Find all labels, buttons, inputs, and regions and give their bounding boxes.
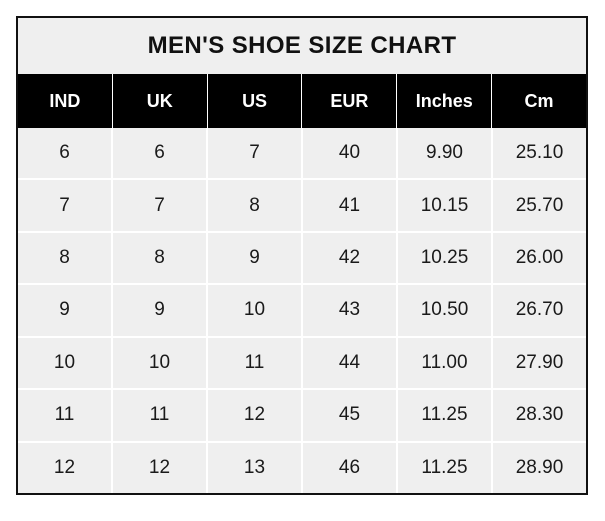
table-row: 6 6 7 40 9.90 25.10 <box>18 128 586 179</box>
cell-eur: 40 <box>303 128 398 179</box>
cell-inches: 10.15 <box>398 180 493 231</box>
cell-cm: 28.30 <box>493 390 586 441</box>
cell-ind: 6 <box>18 128 113 179</box>
cell-eur: 42 <box>303 232 398 284</box>
cell-uk: 8 <box>113 232 208 284</box>
cell-us: 9 <box>208 232 303 284</box>
cell-eur: 43 <box>303 285 398 336</box>
table-row: 11 11 12 45 11.25 28.30 <box>18 388 586 441</box>
cell-uk: 9 <box>113 285 208 336</box>
cell-inches: 11.00 <box>398 337 493 389</box>
cell-inches: 10.25 <box>398 232 493 284</box>
cell-cm: 26.00 <box>493 232 586 284</box>
cell-cm: 28.90 <box>493 442 586 493</box>
cell-uk: 12 <box>113 442 208 493</box>
cell-inches: 11.25 <box>398 442 493 493</box>
cell-us: 12 <box>208 390 303 441</box>
column-header-ind: IND <box>18 74 113 128</box>
cell-uk: 7 <box>113 180 208 231</box>
table-row: 10 10 11 44 11.00 27.90 <box>18 335 586 389</box>
column-header-cm: Cm <box>492 74 586 128</box>
cell-us: 8 <box>208 180 303 231</box>
cell-ind: 11 <box>18 390 113 441</box>
column-header-inches: Inches <box>397 74 493 128</box>
column-header-us: US <box>207 74 303 128</box>
cell-inches: 11.25 <box>398 390 493 441</box>
size-table: IND UK US EUR Inches Cm 6 6 7 40 9.90 25… <box>18 74 586 493</box>
cell-cm: 27.90 <box>493 337 586 389</box>
cell-cm: 26.70 <box>493 285 586 336</box>
cell-cm: 25.10 <box>493 128 586 179</box>
column-header-uk: UK <box>112 74 208 128</box>
table-row: 12 12 13 46 11.25 28.90 <box>18 440 586 493</box>
cell-ind: 9 <box>18 285 113 336</box>
table-header-row: IND UK US EUR Inches Cm <box>18 74 586 128</box>
cell-inches: 10.50 <box>398 285 493 336</box>
cell-ind: 7 <box>18 180 113 231</box>
cell-eur: 44 <box>303 337 398 389</box>
cell-uk: 6 <box>113 128 208 179</box>
cell-us: 13 <box>208 442 303 493</box>
cell-us: 10 <box>208 285 303 336</box>
table-row: 8 8 9 42 10.25 26.00 <box>18 230 586 284</box>
table-row: 7 7 8 41 10.15 25.70 <box>18 178 586 231</box>
table-row: 9 9 10 43 10.50 26.70 <box>18 283 586 336</box>
cell-ind: 8 <box>18 232 113 284</box>
cell-ind: 12 <box>18 442 113 493</box>
cell-uk: 10 <box>113 337 208 389</box>
cell-eur: 41 <box>303 180 398 231</box>
cell-inches: 9.90 <box>398 128 493 179</box>
cell-us: 11 <box>208 337 303 389</box>
cell-cm: 25.70 <box>493 180 586 231</box>
cell-us: 7 <box>208 128 303 179</box>
table-body: 6 6 7 40 9.90 25.10 7 7 8 41 10.15 25.70… <box>18 128 586 493</box>
shoe-size-chart: MEN'S SHOE SIZE CHART IND UK US EUR Inch… <box>16 16 588 495</box>
column-header-eur: EUR <box>302 74 398 128</box>
cell-uk: 11 <box>113 390 208 441</box>
cell-eur: 45 <box>303 390 398 441</box>
cell-eur: 46 <box>303 442 398 493</box>
page-title: MEN'S SHOE SIZE CHART <box>18 18 586 74</box>
cell-ind: 10 <box>18 337 113 389</box>
